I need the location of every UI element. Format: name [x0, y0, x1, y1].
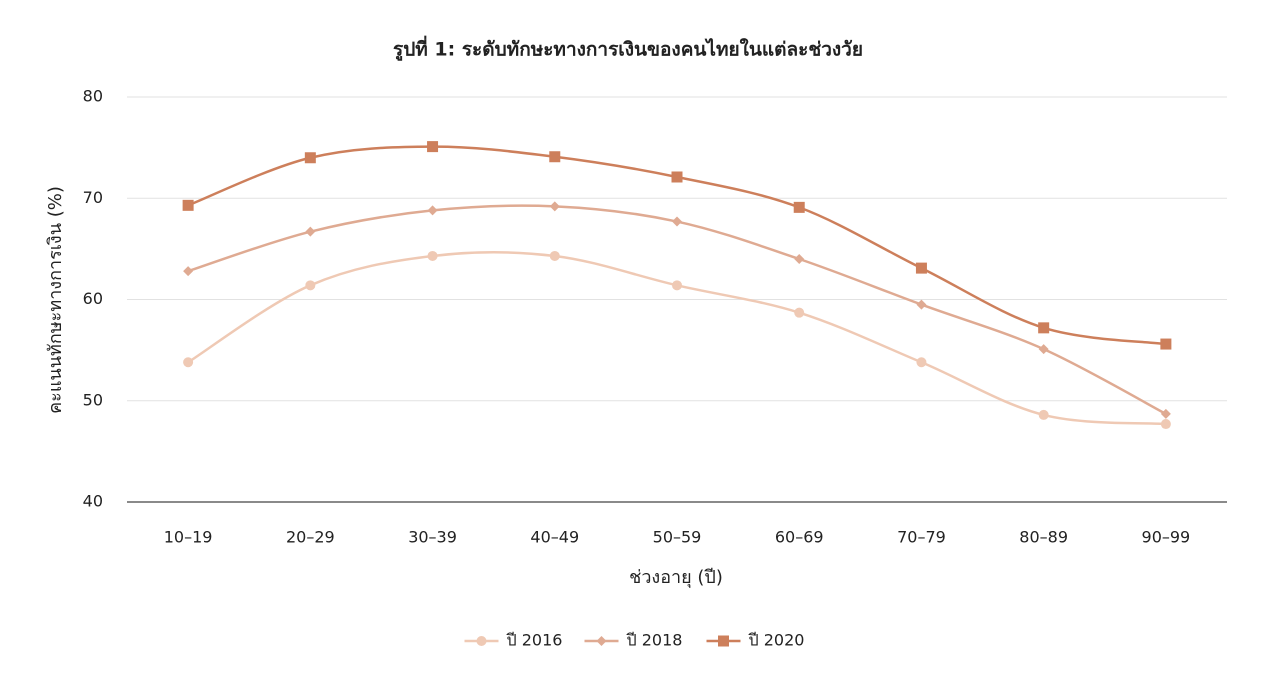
data-point — [183, 357, 194, 368]
x-tick-label: 30–39 — [408, 528, 457, 547]
y-tick-label: 70 — [83, 188, 103, 207]
legend-marker — [476, 636, 487, 646]
data-point — [1038, 409, 1049, 420]
x-axis-title: ช่วงอายุ (ปี) — [629, 567, 723, 588]
y-tick-label: 40 — [83, 492, 103, 511]
x-tick-label: 60–69 — [775, 528, 824, 547]
data-point — [549, 151, 561, 163]
data-point — [1038, 344, 1049, 355]
x-tick-label: 90–99 — [1142, 528, 1191, 547]
data-point — [1038, 322, 1050, 334]
data-point — [1160, 419, 1171, 430]
x-tick-label: 40–49 — [530, 528, 579, 547]
x-tick-label: 50–59 — [653, 528, 702, 547]
data-point — [672, 280, 682, 291]
y-axis-title: คะแนนทักษะทางการเงิน (%) — [45, 186, 66, 414]
data-point — [794, 254, 805, 264]
x-tick-label: 80–89 — [1019, 528, 1068, 547]
data-point — [549, 250, 560, 261]
data-point — [794, 307, 805, 318]
data-point — [671, 171, 683, 183]
legend-marker — [718, 635, 729, 647]
legend-marker — [596, 636, 607, 646]
x-tick-label: 20–29 — [286, 528, 335, 547]
data-point — [549, 201, 560, 212]
data-point — [304, 152, 316, 164]
data-point — [1160, 338, 1172, 350]
data-point — [183, 266, 194, 277]
data-point — [916, 357, 927, 368]
data-point — [182, 199, 194, 211]
data-point — [427, 205, 438, 216]
legend-label: ปี 2016 — [506, 631, 562, 650]
data-point — [427, 250, 438, 261]
data-point — [427, 141, 439, 153]
y-tick-label: 50 — [83, 390, 103, 409]
data-point — [305, 226, 316, 237]
data-point — [916, 299, 927, 310]
data-point — [915, 262, 927, 274]
data-point — [793, 201, 805, 213]
y-tick-label: 80 — [83, 87, 103, 106]
y-tick-label: 60 — [83, 289, 103, 308]
legend-label: ปี 2018 — [626, 631, 682, 650]
legend-label: ปี 2020 — [748, 631, 804, 650]
series-line — [187, 204, 1167, 416]
chart-title: รูปที่ 1: ระดับทักษะทางการเงินของคนไทยใน… — [393, 36, 863, 62]
data-point — [672, 216, 682, 227]
x-tick-label: 10–19 — [164, 528, 213, 547]
data-point — [305, 280, 316, 291]
x-tick-label: 70–79 — [897, 528, 946, 547]
data-point — [1160, 408, 1171, 419]
